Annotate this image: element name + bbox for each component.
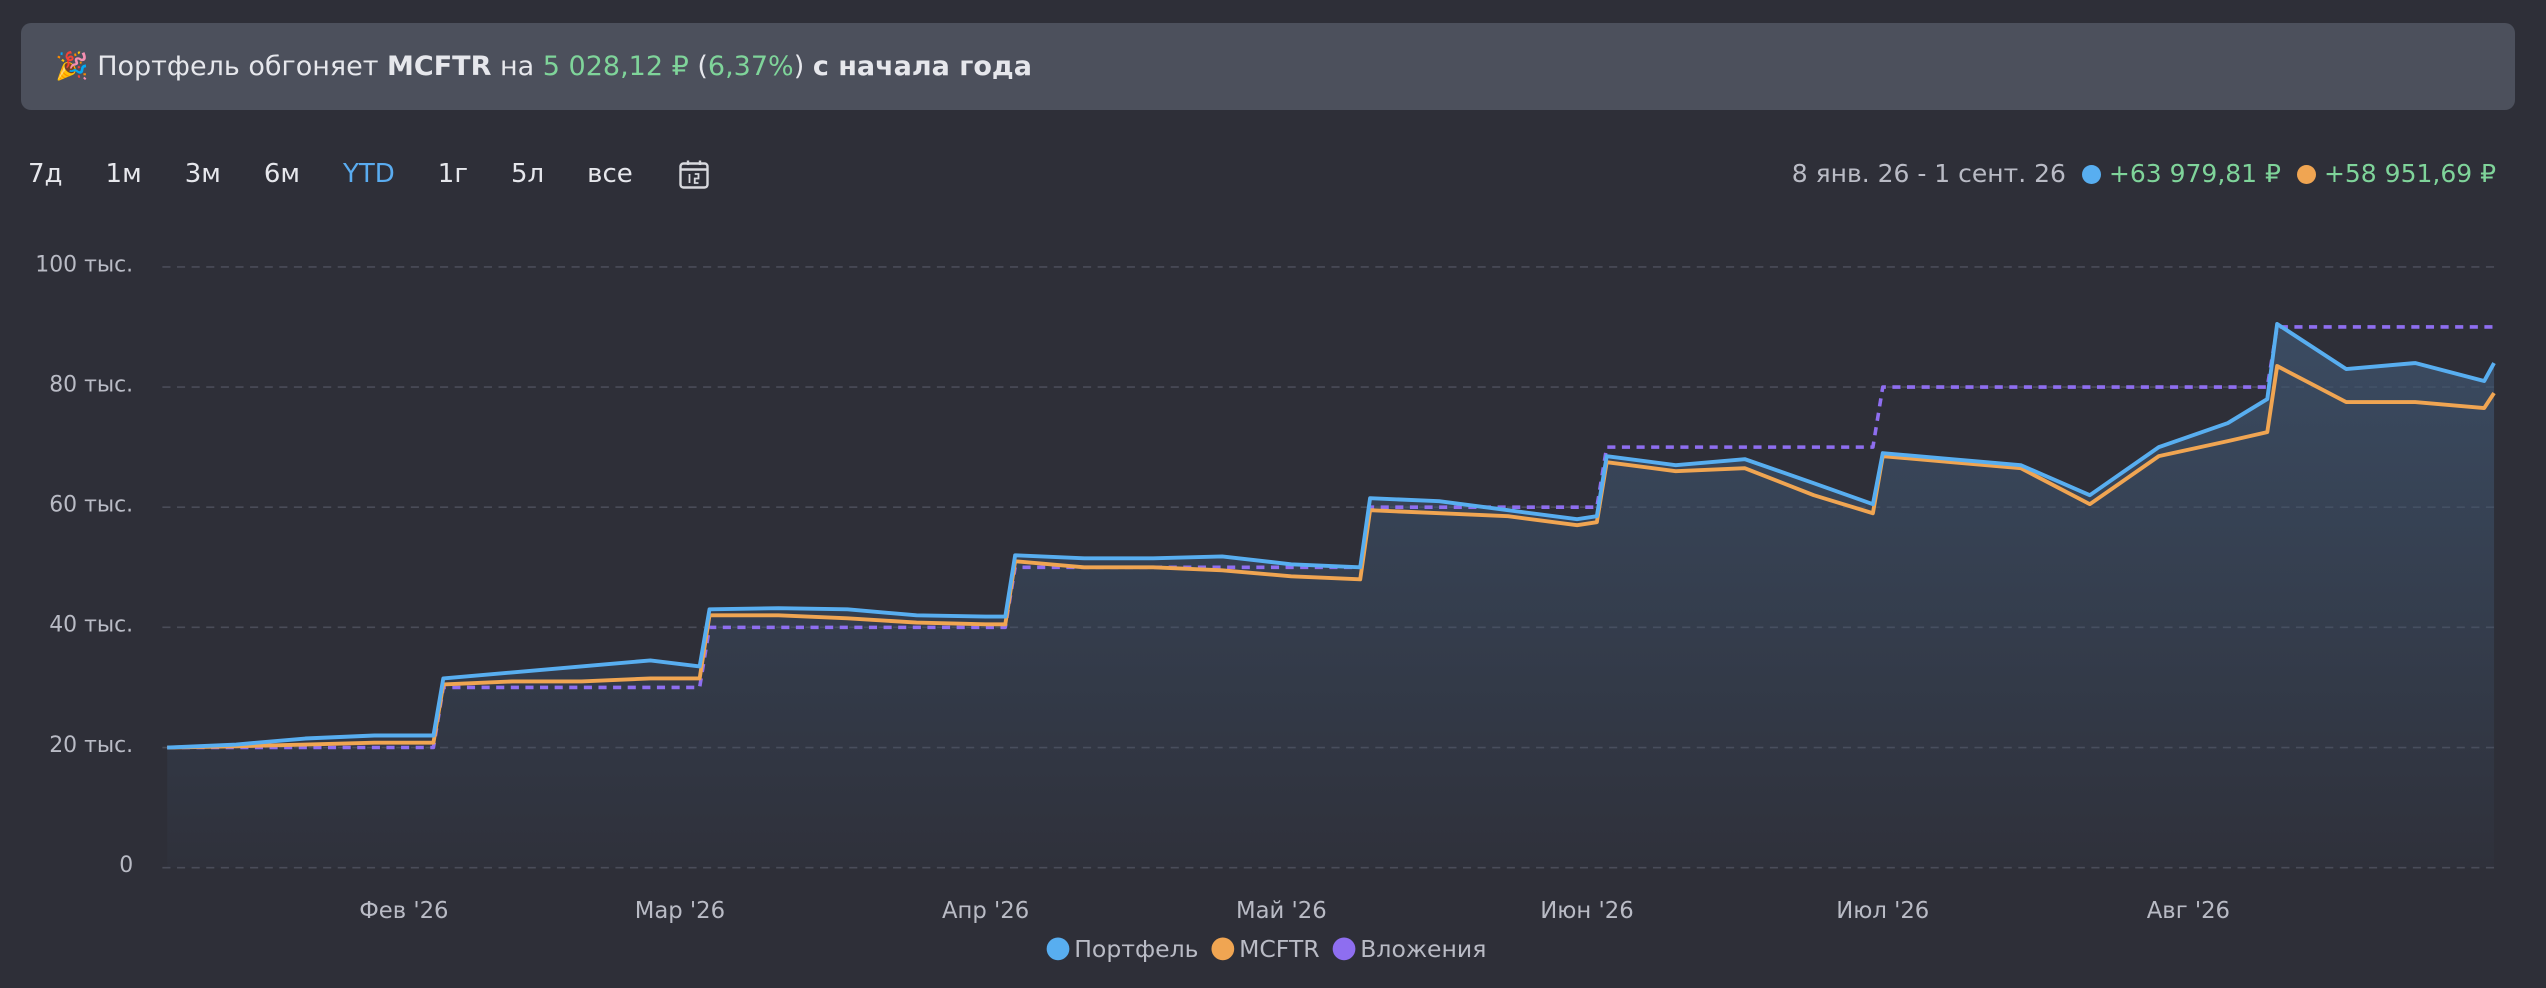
x-tick-label: Май '26 — [1236, 898, 1327, 924]
change-value: +58 951,69 ₽ — [2323, 159, 2496, 188]
legend: Портфель MCFTR Вложения — [1046, 935, 1486, 963]
legend-dot — [2081, 164, 2101, 184]
banner-percent: 6,37% — [707, 51, 794, 82]
y-tick-label: 80 тыс. — [49, 372, 133, 397]
period-button[interactable]: 1г — [437, 159, 468, 189]
chart: 0 20 тыс. 40 тыс. 60 тыс. 80 тыс. 100 тыс. Фев… — [35, 252, 2496, 963]
banner-text: на — [499, 51, 535, 82]
y-tick-label: 40 тыс. — [49, 613, 133, 638]
banner: 🎉 Портфель обгоняет MCFTR на 5 028,12 ₽ … — [21, 23, 2515, 110]
date-range: 8 янв. 26 - 1 сент. 26 — [1791, 159, 2066, 188]
legend-label: Портфель — [1074, 935, 1198, 963]
legend-marker — [1211, 937, 1235, 961]
y-tick-label: 60 тыс. — [49, 493, 133, 518]
x-tick-label: Авг '26 — [2147, 898, 2230, 924]
y-tick-label: 20 тыс. — [49, 733, 133, 758]
x-tick-label: Июн '26 — [1540, 898, 1633, 924]
period-button[interactable]: 3м — [184, 159, 221, 189]
banner-text: 🎉 Портфель обгоняет — [55, 51, 379, 82]
banner-text: с начала года — [812, 51, 1032, 82]
legend-marker — [1046, 937, 1070, 961]
period-button[interactable]: 7д — [28, 159, 63, 189]
calendar-button[interactable] — [676, 156, 712, 192]
area — [167, 323, 2495, 868]
series-line — [167, 322, 2496, 750]
period-button[interactable]: 5л — [511, 159, 545, 189]
x-tick-label: Фев '26 — [359, 898, 448, 924]
y-tick-label: 100 тыс. — [35, 252, 133, 277]
banner-text: ( — [697, 51, 708, 82]
x-tick-label: Апр '26 — [942, 898, 1029, 924]
banner-index: MCFTR — [387, 51, 492, 82]
period-button[interactable]: 1м — [105, 159, 142, 189]
banner-amount: 5 028,12 ₽ — [542, 51, 689, 82]
period-button[interactable]: 6м — [263, 159, 300, 189]
banner-text: ) — [793, 51, 805, 82]
legend-dot — [2296, 164, 2316, 184]
period-button[interactable]: все — [587, 159, 633, 189]
legend-label: Вложения — [1360, 935, 1486, 963]
x-tick-label: Июл '26 — [1836, 898, 1929, 924]
change-value: +63 979,81 ₽ — [2108, 159, 2281, 188]
x-tick-label: Мар '26 — [635, 898, 725, 924]
legend-label: MCFTR — [1239, 935, 1320, 963]
legend-marker — [1332, 937, 1356, 961]
period-button[interactable]: YTD — [343, 159, 395, 189]
period-selector: 7д 1м 3м 6м YTD 1г 5л все — [28, 152, 712, 196]
range-summary: 8 янв. 26 - 1 сент. 26 +63 979,81 ₽ +58 95… — [1792, 152, 2496, 196]
y-tick-label: 0 — [119, 853, 133, 878]
